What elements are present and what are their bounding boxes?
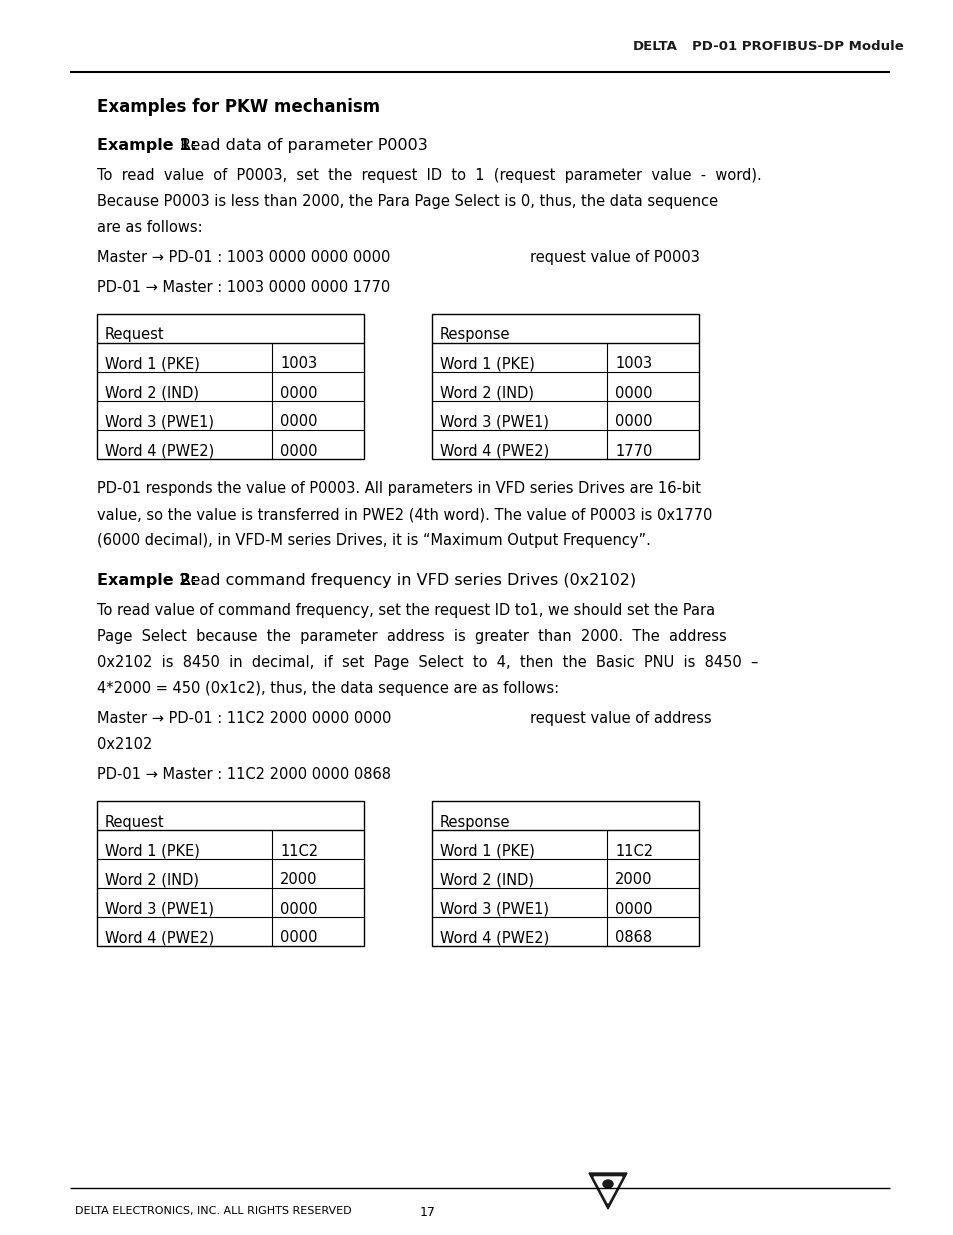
- Text: Examples for PKW mechanism: Examples for PKW mechanism: [97, 98, 379, 116]
- Text: PD-01 responds the value of P0003. All parameters in VFD series Drives are 16-bi: PD-01 responds the value of P0003. All p…: [97, 480, 700, 496]
- Bar: [432, 802, 699, 946]
- Text: 0000: 0000: [280, 902, 317, 916]
- Text: 0000: 0000: [280, 415, 317, 430]
- Text: Word 2 (IND): Word 2 (IND): [105, 872, 199, 888]
- Text: request value of address: request value of address: [530, 711, 711, 726]
- Text: 0000: 0000: [615, 902, 652, 916]
- Text: 0000: 0000: [615, 415, 652, 430]
- Text: are as follows:: are as follows:: [97, 220, 202, 235]
- Text: 0x2102: 0x2102: [97, 737, 152, 752]
- Text: Page  Select  because  the  parameter  address  is  greater  than  2000.  The  a: Page Select because the parameter addres…: [97, 629, 726, 643]
- Text: Request: Request: [105, 327, 165, 342]
- Text: 17: 17: [419, 1207, 436, 1219]
- Text: Because P0003 is less than 2000, the Para Page Select is 0, thus, the data seque: Because P0003 is less than 2000, the Par…: [97, 194, 718, 209]
- Bar: [97, 802, 364, 946]
- Bar: [97, 314, 364, 459]
- Polygon shape: [588, 1173, 626, 1209]
- Text: Word 1 (PKE): Word 1 (PKE): [105, 844, 200, 858]
- Text: 2000: 2000: [615, 872, 652, 888]
- Text: Word 1 (PKE): Word 1 (PKE): [439, 357, 535, 372]
- Text: Word 4 (PWE2): Word 4 (PWE2): [105, 930, 214, 946]
- Polygon shape: [594, 1177, 621, 1203]
- Text: 0000: 0000: [615, 385, 652, 400]
- Text: DELTA ELECTRONICS, INC. ALL RIGHTS RESERVED: DELTA ELECTRONICS, INC. ALL RIGHTS RESER…: [75, 1207, 352, 1216]
- Text: Word 2 (IND): Word 2 (IND): [439, 872, 534, 888]
- Text: Word 3 (PWE1): Word 3 (PWE1): [105, 415, 213, 430]
- Text: Word 2 (IND): Word 2 (IND): [439, 385, 534, 400]
- Text: Request: Request: [105, 815, 165, 830]
- Text: 0000: 0000: [280, 930, 317, 946]
- Text: To  read  value  of  P0003,  set  the  request  ID  to  1  (request  parameter  : To read value of P0003, set the request …: [97, 168, 760, 183]
- Text: Example 1:: Example 1:: [97, 138, 196, 153]
- Text: Word 3 (PWE1): Word 3 (PWE1): [439, 902, 548, 916]
- Text: 0868: 0868: [615, 930, 652, 946]
- Text: 0000: 0000: [280, 443, 317, 458]
- Text: Word 4 (PWE2): Word 4 (PWE2): [439, 930, 549, 946]
- Text: 0x2102  is  8450  in  decimal,  if  set  Page  Select  to  4,  then  the  Basic : 0x2102 is 8450 in decimal, if set Page S…: [97, 655, 758, 671]
- Text: Read command frequency in VFD series Drives (0x2102): Read command frequency in VFD series Dri…: [174, 573, 636, 588]
- Text: 11C2: 11C2: [280, 844, 317, 858]
- Text: Word 3 (PWE1): Word 3 (PWE1): [439, 415, 548, 430]
- Text: Word 4 (PWE2): Word 4 (PWE2): [439, 443, 549, 458]
- Text: Example 2:: Example 2:: [97, 573, 196, 588]
- Text: 1003: 1003: [280, 357, 316, 372]
- Text: Word 1 (PKE): Word 1 (PKE): [439, 844, 535, 858]
- Text: Master → PD-01 : 1003 0000 0000 0000: Master → PD-01 : 1003 0000 0000 0000: [97, 249, 390, 266]
- Text: 4*2000 = 450 (0x1c2), thus, the data sequence are as follows:: 4*2000 = 450 (0x1c2), thus, the data seq…: [97, 680, 558, 697]
- Text: Word 4 (PWE2): Word 4 (PWE2): [105, 443, 214, 458]
- Bar: [432, 314, 699, 459]
- Text: Response: Response: [439, 815, 510, 830]
- Text: Word 3 (PWE1): Word 3 (PWE1): [105, 902, 213, 916]
- Text: Response: Response: [439, 327, 510, 342]
- Text: Master → PD-01 : 11C2 2000 0000 0000: Master → PD-01 : 11C2 2000 0000 0000: [97, 711, 391, 726]
- Text: DELTA: DELTA: [633, 40, 678, 53]
- Text: PD-01 → Master : 11C2 2000 0000 0868: PD-01 → Master : 11C2 2000 0000 0868: [97, 767, 391, 782]
- Text: Word 1 (PKE): Word 1 (PKE): [105, 357, 200, 372]
- Text: Read data of parameter P0003: Read data of parameter P0003: [174, 138, 427, 153]
- Text: Word 2 (IND): Word 2 (IND): [105, 385, 199, 400]
- Text: To read value of command frequency, set the request ID to1, we should set the Pa: To read value of command frequency, set …: [97, 603, 715, 618]
- Text: PD-01 → Master : 1003 0000 0000 1770: PD-01 → Master : 1003 0000 0000 1770: [97, 280, 390, 295]
- Text: 1770: 1770: [615, 443, 652, 458]
- Text: 0000: 0000: [280, 385, 317, 400]
- Text: PD-01 PROFIBUS-DP Module: PD-01 PROFIBUS-DP Module: [691, 40, 902, 53]
- Text: 1003: 1003: [615, 357, 652, 372]
- Text: value, so the value is transferred in PWE2 (4th word). The value of P0003 is 0x1: value, so the value is transferred in PW…: [97, 508, 712, 522]
- Text: 2000: 2000: [280, 872, 317, 888]
- Text: 11C2: 11C2: [615, 844, 653, 858]
- Text: (6000 decimal), in VFD-M series Drives, it is “Maximum Output Frequency”.: (6000 decimal), in VFD-M series Drives, …: [97, 534, 650, 548]
- Text: request value of P0003: request value of P0003: [530, 249, 700, 266]
- Ellipse shape: [602, 1179, 613, 1188]
